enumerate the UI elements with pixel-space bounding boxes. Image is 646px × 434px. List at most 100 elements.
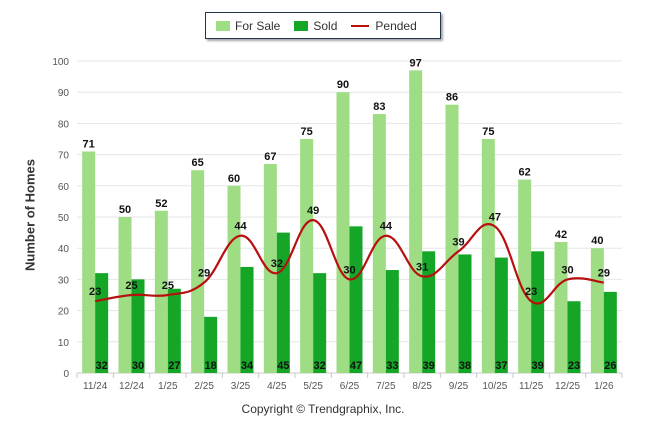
- bar-sold: [313, 273, 327, 373]
- y-tick-label: 100: [52, 57, 69, 68]
- bar-for-sale: [154, 210, 168, 373]
- x-tick-label: 7/25: [376, 381, 396, 392]
- bar-sold: [240, 266, 254, 373]
- bar-for-sale: [554, 241, 568, 373]
- data-label-for-sale: 50: [119, 204, 131, 216]
- data-label-for-sale: 60: [228, 173, 240, 185]
- x-tick-label: 4/25: [267, 381, 287, 392]
- data-label-sold: 32: [96, 360, 108, 372]
- bar-sold: [494, 257, 508, 373]
- y-tick-label: 0: [63, 369, 69, 380]
- legend-label-for-sale: For Sale: [235, 18, 281, 33]
- data-label-for-sale: 52: [155, 198, 167, 210]
- bar-for-sale: [409, 70, 423, 374]
- data-label-sold: 32: [314, 360, 326, 372]
- data-label-for-sale: 75: [301, 126, 313, 138]
- data-label-pended: 23: [525, 286, 537, 298]
- data-label-sold: 39: [423, 360, 435, 372]
- x-tick-label: 1/25: [158, 381, 178, 392]
- legend-item-sold[interactable]: Sold: [294, 19, 337, 33]
- legend-swatch-pended: [351, 24, 370, 27]
- y-tick-label: 90: [58, 88, 70, 99]
- data-label-pended: 49: [307, 205, 319, 217]
- data-label-for-sale: 62: [519, 167, 531, 179]
- data-label-pended: 29: [198, 268, 210, 280]
- bar-for-sale: [372, 114, 386, 373]
- data-label-sold: 33: [386, 360, 398, 372]
- bar-for-sale: [590, 248, 604, 373]
- y-tick-label: 80: [58, 119, 70, 130]
- line-pended: [94, 219, 604, 305]
- bar-sold: [131, 279, 145, 373]
- y-tick-label: 60: [58, 182, 70, 193]
- bar-sold: [349, 226, 363, 373]
- bar-sold: [422, 251, 436, 373]
- bar-sold: [167, 288, 181, 373]
- x-tick-label: 5/25: [303, 381, 323, 392]
- x-tick-label: 11/25: [519, 381, 544, 392]
- data-label-sold: 34: [241, 360, 254, 372]
- bar-for-sale: [191, 170, 205, 373]
- bar-for-sale: [481, 139, 495, 373]
- data-label-sold: 47: [350, 360, 362, 372]
- data-label-for-sale: 42: [555, 229, 567, 241]
- bar-for-sale: [263, 163, 277, 373]
- data-label-pended: 30: [561, 264, 573, 276]
- bar-for-sale: [82, 151, 96, 373]
- x-tick-label: 1/26: [594, 381, 614, 392]
- data-label-pended: 29: [598, 268, 610, 280]
- bar-sold: [204, 316, 218, 373]
- legend: For Sale Sold Pended: [205, 12, 441, 39]
- data-label-pended: 47: [489, 211, 501, 223]
- y-tick-label: 10: [58, 338, 70, 349]
- bar-for-sale: [227, 185, 241, 373]
- x-tick-label: 6/25: [340, 381, 360, 392]
- y-tick-label: 70: [58, 151, 70, 162]
- data-label-for-sale: 71: [83, 138, 95, 150]
- data-label-sold: 23: [568, 360, 580, 372]
- data-label-pended: 25: [125, 280, 137, 292]
- data-label-sold: 37: [495, 360, 507, 372]
- legend-item-for-sale[interactable]: For Sale: [216, 19, 280, 33]
- bar-sold: [531, 251, 545, 373]
- bar-for-sale: [445, 104, 459, 374]
- bar-sold: [95, 273, 109, 373]
- data-label-sold: 30: [132, 360, 144, 372]
- data-label-pended: 32: [271, 258, 283, 270]
- data-label-sold: 18: [205, 360, 217, 372]
- x-tick-label: 8/25: [412, 381, 432, 392]
- copyright-text: Copyright © Trendgraphix, Inc.: [241, 402, 405, 416]
- legend-swatch-for-sale: [216, 20, 230, 31]
- y-tick-label: 40: [58, 244, 70, 255]
- data-label-pended: 44: [234, 221, 247, 233]
- y-tick-label: 50: [58, 213, 70, 224]
- y-tick-label: 30: [58, 275, 70, 286]
- x-tick-label: 3/25: [231, 381, 251, 392]
- data-label-pended: 23: [89, 286, 101, 298]
- data-label-for-sale: 67: [264, 151, 276, 163]
- data-label-pended: 39: [452, 236, 464, 248]
- y-axis-label: Number of Homes: [22, 159, 38, 271]
- bar-sold: [385, 270, 399, 373]
- data-label-sold: 38: [459, 360, 471, 372]
- bar-sold: [603, 291, 617, 373]
- data-label-for-sale: 75: [482, 126, 494, 138]
- data-label-for-sale: 83: [373, 101, 385, 113]
- bar-sold: [458, 254, 472, 373]
- legend-label-sold: Sold: [313, 18, 338, 33]
- data-label-pended: 30: [343, 264, 355, 276]
- bar-for-sale: [300, 139, 314, 373]
- bar-for-sale: [518, 179, 532, 373]
- data-label-for-sale: 86: [446, 92, 458, 104]
- data-label-pended: 31: [416, 261, 428, 273]
- legend-swatch-sold: [294, 20, 309, 31]
- data-label-sold: 27: [168, 360, 180, 372]
- data-label-sold: 45: [277, 360, 289, 372]
- bar-sold: [276, 232, 290, 373]
- x-tick-label: 12/25: [555, 381, 580, 392]
- x-tick-label: 2/25: [194, 381, 214, 392]
- legend-item-pended[interactable]: Pended: [351, 18, 417, 33]
- legend-label-pended: Pended: [375, 18, 417, 33]
- data-label-for-sale: 65: [192, 157, 204, 169]
